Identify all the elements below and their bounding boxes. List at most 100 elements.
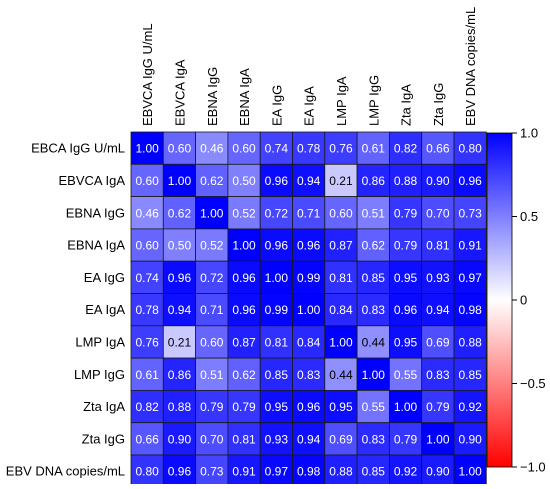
- cell-value-label: 0.62: [168, 206, 192, 220]
- cell-value-label: 0.96: [458, 174, 482, 188]
- cell-value-label: 0.61: [135, 368, 159, 382]
- heatmap-cell: [388, 454, 423, 488]
- row-labels: EBCA IgG U/mL EBVCA IgA EBNA IgG EBNA IgA EA…: [6, 141, 126, 479]
- cell-value-label: 0.92: [458, 400, 482, 414]
- heatmap-cell: [421, 163, 455, 198]
- heatmap-cell: [421, 260, 455, 294]
- cell-value-label: 0.87: [329, 239, 353, 253]
- colorbar-tick-label: 1.0: [520, 126, 538, 141]
- heatmap-cell: [130, 389, 164, 424]
- cell-value-label: 0.82: [135, 400, 159, 414]
- cell-value-label: 0.98: [458, 303, 482, 317]
- cell-value-label: 0.60: [168, 142, 192, 156]
- heatmap-cell: [130, 293, 164, 327]
- cell-value-label: 0.60: [135, 239, 159, 253]
- cell-value-label: 0.81: [329, 271, 353, 285]
- heatmap-cell: [453, 357, 487, 391]
- cell-value-label: 0.93: [265, 432, 289, 446]
- cell-value-label: 0.95: [329, 400, 353, 414]
- heatmap-cell: [162, 454, 197, 488]
- cell-value-label: 0.98: [297, 465, 321, 479]
- column-label: EBVCA IgA: [172, 59, 187, 126]
- heatmap-cell: [195, 422, 229, 456]
- row-label: Zta IgG: [82, 431, 125, 446]
- row-label: Zta IgA: [83, 399, 125, 414]
- cell-value-label: 0.50: [168, 239, 192, 253]
- cell-value-label: 0.96: [297, 239, 321, 253]
- heatmap-cells: [130, 131, 487, 488]
- heatmap-cell: [130, 325, 164, 359]
- row-label: EBCA IgG U/mL: [31, 141, 125, 156]
- colorbar-tick-label: −0.5: [520, 376, 546, 391]
- heatmap-cell: [421, 131, 455, 165]
- cell-value-label: 0.62: [362, 239, 386, 253]
- column-label: EA IgA: [302, 86, 317, 126]
- heatmap-cell: [453, 131, 487, 165]
- cell-value-label: 0.46: [200, 142, 224, 156]
- column-label: EBNA IgA: [237, 68, 252, 126]
- colorbar: 1.0 0.5 0 −0.5 −1.0: [486, 126, 546, 475]
- cell-value-label: 0.84: [329, 303, 353, 317]
- heatmap-cell: [421, 325, 455, 359]
- heatmap-cell: [356, 454, 390, 488]
- cell-value-label: 0.88: [394, 174, 418, 188]
- cell-value-label: 0.86: [362, 174, 386, 188]
- heatmap-cell: [388, 228, 423, 262]
- cell-value-label: 0.60: [329, 206, 353, 220]
- heatmap-cell: [324, 196, 358, 230]
- cell-value-label: 0.90: [458, 432, 482, 446]
- cell-value-label: 0.91: [232, 465, 256, 479]
- column-labels: EBVCA IgG U/mL EBVCA IgA EBNA IgG EBNA IgA E…: [140, 7, 478, 126]
- cell-value-label: 0.73: [458, 206, 482, 220]
- heatmap-cell: [388, 260, 423, 294]
- cell-value-label: 0.88: [329, 465, 353, 479]
- heatmap-cell: [292, 325, 326, 359]
- heatmap-cell: [453, 163, 487, 198]
- colorbar-gradient: [486, 132, 513, 468]
- cell-value-label: 0.44: [362, 335, 386, 349]
- column-label: LMP IgG: [366, 75, 381, 126]
- heatmap-cell: [227, 228, 261, 262]
- cell-value-label: 0.60: [135, 174, 159, 188]
- column-label: EA IgG: [269, 85, 284, 126]
- row-label: EA IgG: [84, 270, 125, 285]
- cell-value-label: 1.00: [200, 206, 224, 220]
- column-label: LMP IgA: [334, 76, 349, 126]
- cell-value-label: 0.69: [426, 335, 450, 349]
- heatmap-cell: [292, 131, 326, 165]
- column-label: EBV DNA copies/mL: [463, 7, 478, 126]
- cell-value-label: 0.83: [426, 368, 450, 382]
- heatmap-cell: [388, 422, 423, 456]
- heatmap-cell: [388, 389, 423, 424]
- heatmap-cell: [324, 325, 358, 359]
- row-label: EBNA IgA: [67, 238, 125, 253]
- heatmap-cell: [421, 389, 455, 424]
- cell-value-label: 0.95: [265, 400, 289, 414]
- cell-value-label: 0.96: [394, 303, 418, 317]
- cell-value-label: 0.90: [426, 465, 450, 479]
- cell-value-label: 0.80: [458, 142, 482, 156]
- cell-value-label: 0.91: [458, 239, 482, 253]
- heatmap-cell: [162, 357, 197, 391]
- cell-value-label: 0.94: [297, 174, 321, 188]
- heatmap-cell: [453, 293, 487, 327]
- cell-value-label: 0.96: [265, 174, 289, 188]
- colorbar-tick-label: −1.0: [520, 460, 546, 475]
- colorbar-tick-label: 0.5: [520, 209, 538, 224]
- cell-value-label: 1.00: [458, 465, 482, 479]
- cell-value-label: 0.88: [458, 335, 482, 349]
- cell-value-label: 0.87: [232, 335, 256, 349]
- cell-value-label: 0.97: [458, 271, 482, 285]
- cell-value-label: 0.85: [362, 271, 386, 285]
- heatmap-cell: [324, 163, 358, 198]
- cell-value-label: 0.51: [200, 368, 224, 382]
- heatmap-cell: [356, 325, 390, 359]
- cell-value-label: 1.00: [426, 432, 450, 446]
- cell-value-label: 0.95: [394, 271, 418, 285]
- heatmap-cell: [356, 389, 390, 424]
- cell-value-label: 0.90: [168, 432, 192, 446]
- cell-value-label: 0.60: [232, 142, 256, 156]
- heatmap-cell: [130, 357, 164, 391]
- cell-value-label: 0.96: [232, 303, 256, 317]
- heatmap-cell: [292, 196, 326, 230]
